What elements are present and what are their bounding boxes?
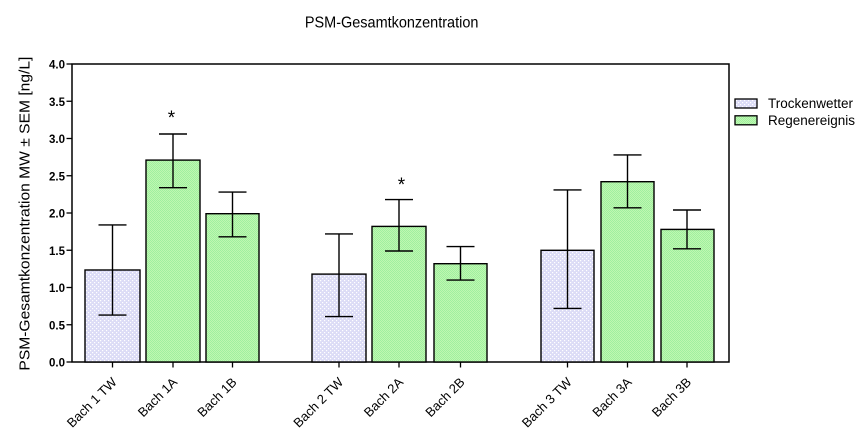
- svg-text:0.5: 0.5: [49, 320, 66, 332]
- svg-text:1.0: 1.0: [49, 283, 65, 295]
- svg-text:3.0: 3.0: [49, 134, 65, 146]
- svg-text:*: *: [168, 108, 176, 129]
- svg-text:0.0: 0.0: [49, 358, 65, 370]
- svg-text:2.0: 2.0: [49, 209, 65, 221]
- svg-text:Trockenwetter: Trockenwetter: [768, 96, 854, 111]
- svg-text:PSM-Gesamtkonzentration MW ± S: PSM-Gesamtkonzentration MW ± SEM [ng/L]: [17, 57, 34, 371]
- svg-text:*: *: [398, 175, 406, 196]
- svg-text:2.5: 2.5: [49, 171, 66, 183]
- svg-text:Regenereignis: Regenereignis: [768, 113, 855, 128]
- svg-text:PSM-Gesamtkonzentration: PSM-Gesamtkonzentration: [305, 15, 479, 32]
- svg-text:4.0: 4.0: [49, 60, 65, 72]
- svg-text:1.5: 1.5: [49, 246, 66, 258]
- svg-text:3.5: 3.5: [49, 97, 66, 109]
